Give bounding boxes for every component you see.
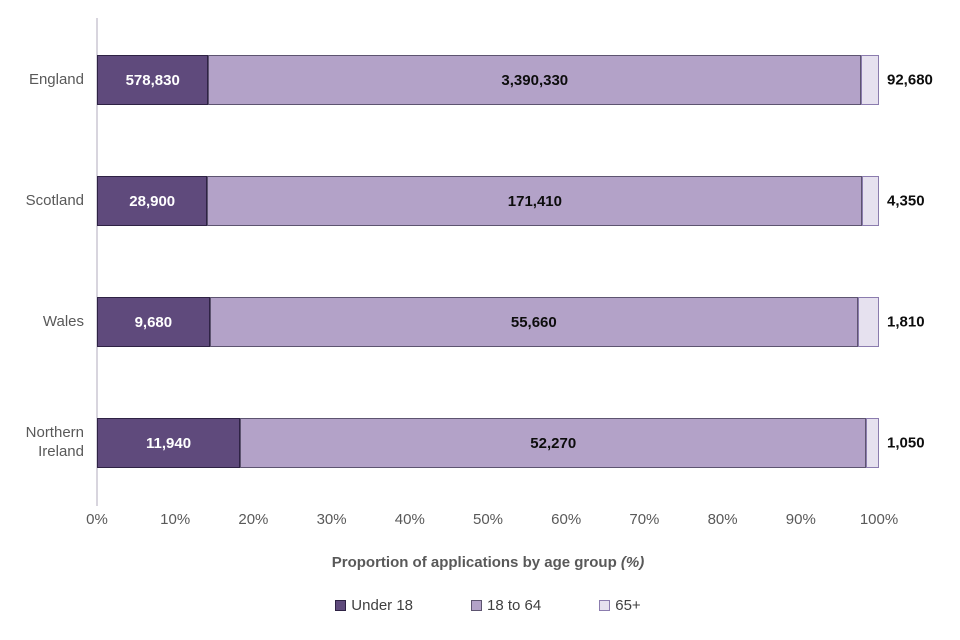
bar-row: Northern Ireland 11,940 52,270 1,050 xyxy=(26,418,925,468)
bar-value-label: 171,410 xyxy=(507,192,562,210)
bar-value-label: 3,390,330 xyxy=(501,71,569,89)
bar-value-label-outside: 4,350 xyxy=(887,192,925,210)
bar-value-label: 9,680 xyxy=(134,313,173,331)
x-axis-title-text: Proportion of applications by age group xyxy=(331,554,617,571)
y-axis-line xyxy=(96,18,98,506)
legend-label: 65+ xyxy=(615,597,641,614)
x-tick-label: 100% xyxy=(859,511,899,528)
x-tick-label: 0% xyxy=(86,511,108,528)
x-tick-label: 70% xyxy=(629,511,660,528)
legend-label: 18 to 64 xyxy=(487,597,542,614)
legend: Under 18 18 to 64 65+ xyxy=(97,597,879,614)
bar-segment-18-to-64: 55,660 xyxy=(209,297,858,347)
bar-row: England 578,830 3,390,330 92,680 xyxy=(29,55,933,105)
bar-segment-under-18: 11,940 xyxy=(97,418,241,468)
x-tick-label: 90% xyxy=(785,511,816,528)
x-tick-label: 30% xyxy=(316,511,347,528)
bar-segment-under-18: 28,900 xyxy=(97,176,208,226)
bar-value-label: 28,900 xyxy=(129,192,176,210)
legend-item: 65+ xyxy=(599,597,641,614)
bar-segment-18-to-64: 52,270 xyxy=(240,418,867,468)
bar-segment-65- xyxy=(866,418,879,468)
bar-value-label: 55,660 xyxy=(510,313,557,331)
category-label: Wales xyxy=(42,312,84,330)
bar-value-label-outside: 92,680 xyxy=(887,71,933,89)
x-tick-label: 80% xyxy=(707,511,738,528)
x-tick-label: 50% xyxy=(472,511,504,528)
category-label: Scotland xyxy=(25,191,84,209)
legend-label: Under 18 xyxy=(351,597,414,614)
bar-value-label-outside: 1,050 xyxy=(887,434,925,452)
bar-value-label: 11,940 xyxy=(146,434,192,452)
x-axis-title: Proportion of applications by age group … xyxy=(97,554,879,571)
bar-segment-18-to-64: 3,390,330 xyxy=(208,55,862,105)
bar-row: Wales 9,680 55,660 1,810 xyxy=(43,297,925,347)
legend-swatch xyxy=(599,600,611,611)
category-label: England xyxy=(28,70,84,88)
stacked-bar: 11,940 52,270 xyxy=(97,418,879,468)
stacked-bar: 28,900 171,410 xyxy=(97,176,879,226)
category-label: Northern Ireland xyxy=(25,424,84,460)
x-tick-label: 10% xyxy=(160,511,191,528)
bar-row: Scotland 28,900 171,410 4,350 xyxy=(26,176,925,226)
bar-segment-65- xyxy=(862,176,879,226)
bar-segment-65- xyxy=(857,297,879,347)
x-axis: 0% 10% 20% 30% 40% 50% 60% 70% 80% 90% 100% xyxy=(86,511,898,531)
bar-value-label: 578,830 xyxy=(125,71,180,89)
x-tick-label: 20% xyxy=(238,511,269,528)
x-tick-label: 40% xyxy=(394,511,425,528)
x-tick-label: 60% xyxy=(551,511,582,528)
legend-item: Under 18 xyxy=(335,597,413,614)
stacked-bar: 9,680 55,660 xyxy=(97,297,879,347)
bar-segment-under-18: 9,680 xyxy=(97,297,210,347)
legend-item: 18 to 64 xyxy=(471,597,541,614)
bar-value-label-outside: 1,810 xyxy=(887,313,925,331)
legend-swatch xyxy=(471,600,483,611)
bar-segment-65- xyxy=(861,55,879,105)
bar-value-label: 52,270 xyxy=(530,434,577,452)
bar-segment-18-to-64: 171,410 xyxy=(207,176,863,226)
legend-swatch xyxy=(335,600,347,611)
x-axis-title-unit: (%) xyxy=(620,554,645,571)
bar-segment-under-18: 578,830 xyxy=(97,55,209,105)
stacked-bar: 578,830 3,390,330 xyxy=(97,55,879,105)
